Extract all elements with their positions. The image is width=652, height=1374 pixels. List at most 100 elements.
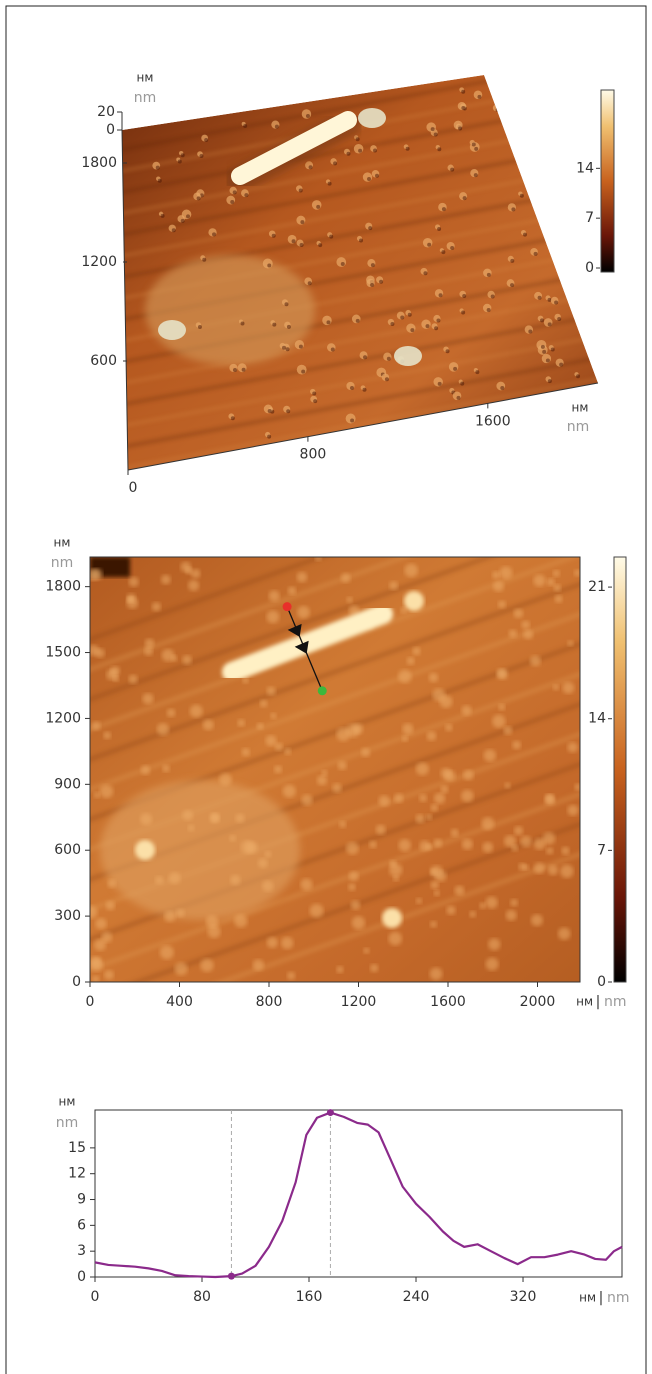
texture <box>400 607 407 614</box>
texture <box>427 242 432 247</box>
texture <box>266 936 278 949</box>
texture <box>332 783 342 793</box>
texture <box>314 557 322 561</box>
texture <box>107 879 117 888</box>
texture <box>490 294 495 299</box>
texture <box>567 804 579 816</box>
z-tick-label: 20 <box>97 104 115 120</box>
texture <box>514 826 524 836</box>
texture <box>171 228 176 233</box>
texture <box>182 655 192 665</box>
texture <box>189 704 203 718</box>
texture <box>161 648 175 662</box>
y-tick-label: 1800 <box>81 155 117 171</box>
texture <box>316 204 321 209</box>
texture <box>378 795 390 807</box>
texture <box>456 395 461 400</box>
texture <box>90 557 328 642</box>
texture <box>485 896 498 909</box>
texture <box>412 647 421 656</box>
texture <box>353 143 364 154</box>
texture <box>187 824 195 832</box>
x-axis-label-alt: nm <box>604 994 627 1010</box>
texture <box>370 263 375 268</box>
texture <box>142 693 154 705</box>
texture <box>513 608 524 619</box>
texture <box>433 890 440 897</box>
texture <box>322 315 332 326</box>
texture <box>461 89 466 94</box>
texture <box>362 387 367 392</box>
texture <box>241 747 250 757</box>
texture <box>128 576 139 587</box>
texture <box>375 824 386 835</box>
texture <box>384 377 389 382</box>
x-axis-label-sep: | <box>599 1290 604 1306</box>
profile-curve <box>94 1111 623 1279</box>
texture <box>473 173 478 178</box>
texture <box>333 161 338 166</box>
texture <box>492 571 501 580</box>
texture <box>389 860 397 868</box>
texture <box>475 370 480 375</box>
texture <box>429 967 443 981</box>
texture <box>162 764 170 773</box>
texture <box>503 725 513 735</box>
texture <box>547 379 552 384</box>
texture <box>359 238 364 243</box>
texture <box>257 858 268 869</box>
texture <box>340 572 351 583</box>
texture <box>405 146 410 151</box>
texture <box>259 699 268 708</box>
texture <box>122 75 598 152</box>
texture <box>210 813 220 823</box>
texture <box>415 814 425 824</box>
colorbar-tick-label: 0 <box>597 974 606 990</box>
texture <box>267 434 272 439</box>
y-tick-label: 12 <box>68 1166 86 1182</box>
texture <box>519 193 524 198</box>
texture <box>441 250 446 255</box>
texture <box>453 366 458 371</box>
texture <box>327 181 332 186</box>
texture <box>272 322 277 327</box>
texture <box>441 207 446 212</box>
texture <box>355 137 360 142</box>
texture <box>439 695 453 708</box>
texture <box>177 159 182 164</box>
texture <box>103 731 112 740</box>
texture <box>232 367 237 372</box>
texture <box>299 242 304 247</box>
texture <box>561 846 570 855</box>
texture <box>495 107 500 112</box>
texture <box>230 416 235 421</box>
texture <box>358 108 386 128</box>
texture <box>574 783 580 791</box>
texture <box>430 865 443 878</box>
texture <box>445 723 453 732</box>
texture <box>373 148 378 153</box>
texture <box>199 154 204 159</box>
texture <box>166 708 176 718</box>
y-tick-label: 15 <box>68 1140 86 1156</box>
texture <box>440 767 452 779</box>
texture <box>155 165 160 170</box>
texture <box>437 147 442 152</box>
texture <box>90 905 98 919</box>
texture <box>554 594 563 603</box>
texture <box>284 302 289 307</box>
texture <box>316 775 328 786</box>
texture <box>266 686 276 696</box>
height-map-image <box>90 557 580 982</box>
texture <box>105 900 116 911</box>
y-tick-label: 600 <box>54 842 81 858</box>
texture <box>280 936 294 950</box>
texture <box>522 864 529 871</box>
texture <box>433 132 438 137</box>
texture <box>363 947 370 954</box>
texture <box>202 257 207 262</box>
texture <box>419 840 431 852</box>
texture <box>430 920 437 928</box>
texture <box>358 148 363 153</box>
